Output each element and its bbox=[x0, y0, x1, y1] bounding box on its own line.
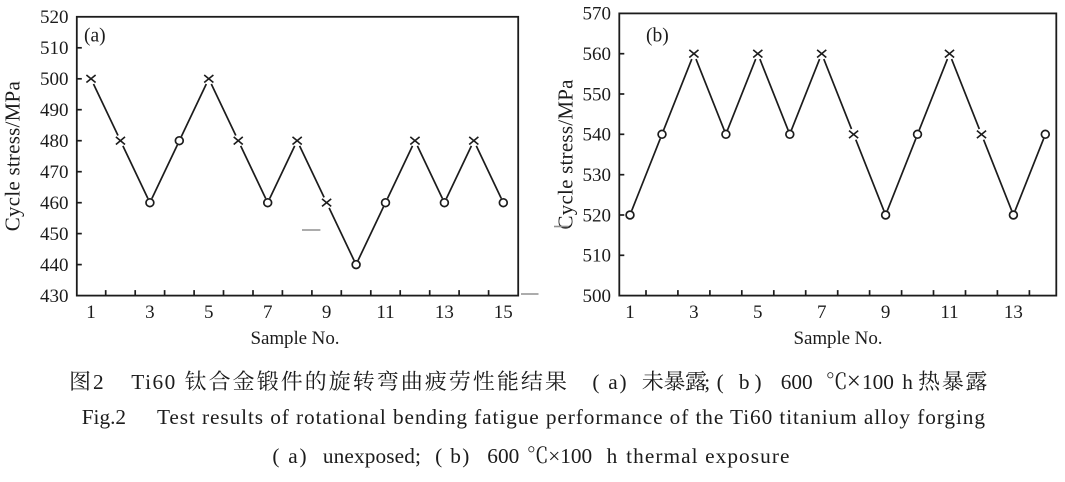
svg-text:×100: ×100 bbox=[548, 444, 592, 468]
svg-text:(a): (a) bbox=[84, 26, 106, 47]
svg-text:500: 500 bbox=[583, 286, 612, 307]
svg-text:5: 5 bbox=[204, 302, 214, 323]
svg-text:510: 510 bbox=[40, 38, 69, 59]
svg-text:470: 470 bbox=[40, 162, 69, 183]
svg-text:×: × bbox=[847, 368, 861, 395]
svg-text:11: 11 bbox=[940, 302, 958, 323]
svg-text:7: 7 bbox=[263, 302, 273, 323]
svg-text:11: 11 bbox=[376, 302, 394, 323]
svg-text:Test results of rotational ben: Test results of rotational bending fatig… bbox=[157, 405, 985, 429]
svg-text:Fig.2: Fig.2 bbox=[82, 405, 126, 429]
svg-text:( b): ( b) bbox=[435, 444, 469, 468]
svg-text:3: 3 bbox=[145, 302, 155, 323]
svg-text:(b): (b) bbox=[646, 26, 669, 47]
svg-text:510: 510 bbox=[583, 246, 612, 267]
svg-text:550: 550 bbox=[583, 84, 612, 105]
svg-text:Sample No.: Sample No. bbox=[794, 328, 883, 349]
svg-text:( b): ( b) bbox=[717, 370, 762, 394]
svg-text:430: 430 bbox=[40, 286, 69, 307]
svg-text:Sample No.: Sample No. bbox=[251, 328, 340, 349]
svg-text:h: h bbox=[902, 370, 913, 394]
svg-text:13: 13 bbox=[1004, 302, 1023, 323]
svg-text:5: 5 bbox=[753, 302, 763, 323]
svg-text:( a): ( a) bbox=[272, 444, 306, 468]
svg-text:( a): ( a) bbox=[592, 370, 626, 394]
svg-text:3: 3 bbox=[689, 302, 699, 323]
svg-text:1: 1 bbox=[86, 302, 96, 323]
svg-text:;: ; bbox=[704, 370, 710, 394]
svg-text:15: 15 bbox=[494, 302, 513, 323]
svg-text:560: 560 bbox=[583, 44, 612, 65]
svg-text:unexposed;: unexposed; bbox=[323, 444, 421, 468]
svg-text:13: 13 bbox=[435, 302, 454, 323]
svg-text:h: h bbox=[607, 444, 618, 468]
svg-text:480: 480 bbox=[40, 131, 69, 152]
svg-text:520: 520 bbox=[40, 7, 69, 28]
svg-text:600: 600 bbox=[781, 370, 813, 394]
svg-text:9: 9 bbox=[881, 302, 891, 323]
svg-text:600: 600 bbox=[487, 444, 519, 468]
svg-text:thermal exposure: thermal exposure bbox=[626, 444, 789, 468]
svg-text:520: 520 bbox=[583, 205, 612, 226]
svg-text:Cycle stress/MPa: Cycle stress/MPa bbox=[554, 79, 578, 230]
svg-text:2: 2 bbox=[93, 370, 104, 394]
svg-text:100: 100 bbox=[862, 370, 894, 394]
svg-text:Ti60: Ti60 bbox=[131, 370, 175, 394]
svg-text:7: 7 bbox=[817, 302, 827, 323]
svg-text:490: 490 bbox=[40, 100, 69, 121]
svg-text:450: 450 bbox=[40, 224, 69, 245]
svg-text:Cycle stress/MPa: Cycle stress/MPa bbox=[1, 81, 25, 232]
svg-text:9: 9 bbox=[322, 302, 332, 323]
svg-text:530: 530 bbox=[583, 165, 612, 186]
svg-text:570: 570 bbox=[583, 4, 612, 25]
svg-text:440: 440 bbox=[40, 255, 69, 276]
svg-text:460: 460 bbox=[40, 193, 69, 214]
svg-text:500: 500 bbox=[40, 69, 69, 90]
svg-text:540: 540 bbox=[583, 125, 612, 146]
svg-text:1: 1 bbox=[625, 302, 635, 323]
